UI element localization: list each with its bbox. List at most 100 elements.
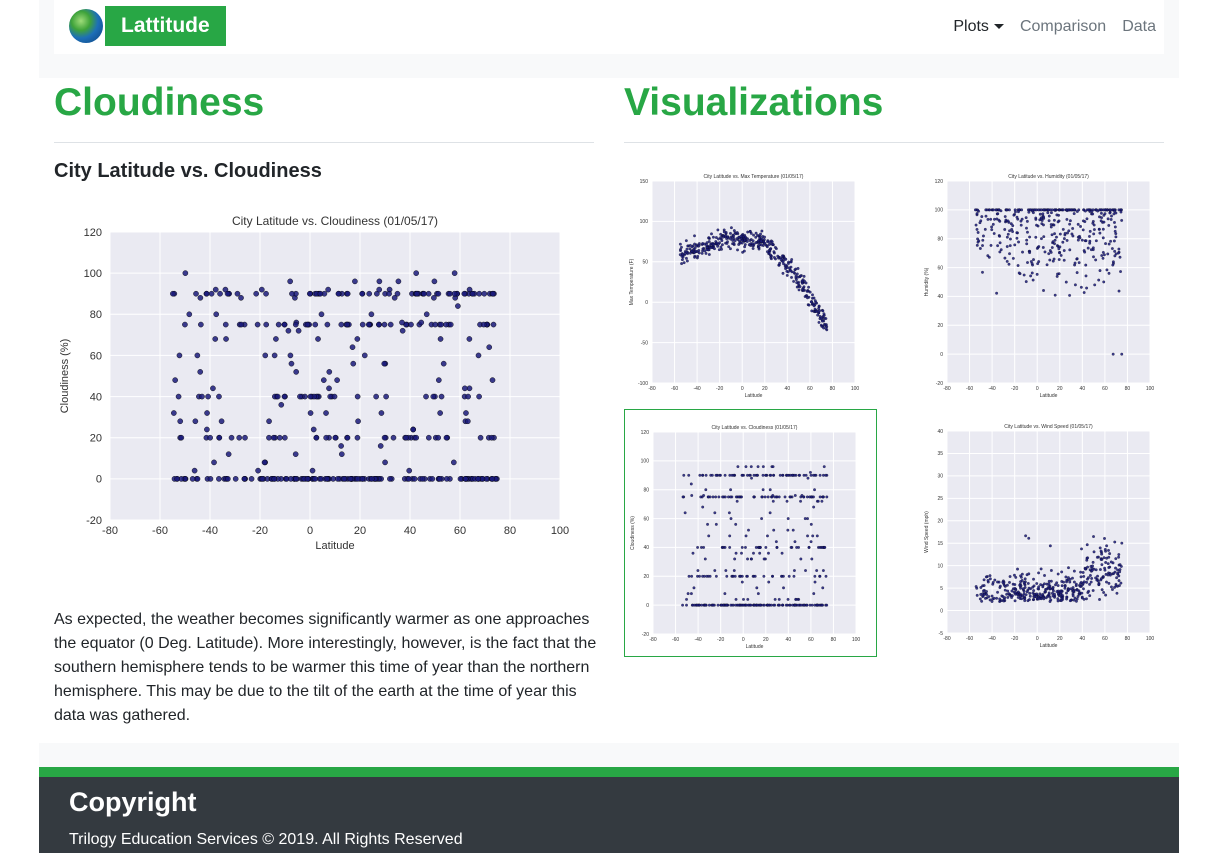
data-point: [238, 321, 245, 328]
data-point: [1104, 593, 1108, 597]
data-point: [820, 546, 824, 549]
y-tick-label: 100: [640, 219, 649, 225]
data-point: [170, 290, 176, 297]
data-point: [693, 234, 696, 238]
y-tick-label: 25: [937, 496, 943, 502]
data-point: [678, 242, 682, 246]
data-point: [1029, 274, 1033, 278]
data-point: [687, 574, 691, 578]
brand-label[interactable]: Lattitude: [105, 6, 226, 46]
y-tick-label: 120: [641, 430, 650, 436]
data-point: [682, 261, 686, 265]
x-tick-label: -20: [1011, 386, 1018, 392]
y-tick-label: -100: [638, 381, 648, 387]
data-point: [1029, 208, 1033, 212]
data-point: [1047, 208, 1050, 212]
data-point: [1017, 271, 1021, 275]
data-point: [354, 476, 361, 482]
data-point: [736, 248, 739, 252]
data-point: [354, 434, 361, 441]
data-point: [438, 393, 445, 400]
data-point: [197, 295, 204, 301]
data-point: [354, 336, 361, 342]
data-point: [1073, 261, 1077, 265]
data-point: [1005, 592, 1009, 596]
thumbnail-temperature[interactable]: -80 -60 -40 -20 0 20 40 60 80 100 -100 -50 0 50 100 150…: [624, 159, 877, 407]
data-point: [292, 451, 299, 457]
data-point: [763, 495, 767, 499]
y-tick-label: 60: [90, 350, 102, 362]
data-point: [1098, 208, 1102, 212]
data-point: [1106, 252, 1110, 256]
data-point: [990, 594, 994, 598]
data-point: [1037, 597, 1041, 601]
data-point: [759, 603, 763, 607]
data-point: [390, 434, 397, 441]
data-point: [704, 252, 708, 255]
data-point: [171, 410, 177, 416]
data-point: [376, 278, 383, 285]
data-point: [1089, 565, 1093, 568]
data-point: [418, 319, 425, 326]
data-point: [1031, 585, 1035, 589]
data-point: [1051, 259, 1055, 263]
data-point: [754, 241, 758, 244]
data-point: [686, 244, 690, 248]
data-point: [705, 243, 708, 247]
data-point: [1099, 211, 1103, 215]
data-point: [270, 434, 277, 441]
nav-comparison[interactable]: Comparison: [1019, 18, 1107, 35]
data-point: [727, 245, 731, 249]
data-point: [1011, 224, 1015, 228]
y-tick-label: 100: [84, 268, 102, 280]
data-point: [987, 255, 991, 259]
data-point: [1081, 228, 1085, 232]
data-point: [475, 476, 481, 482]
data-point: [811, 293, 814, 297]
data-point: [447, 321, 454, 328]
data-point: [1006, 232, 1010, 236]
data-point: [1048, 586, 1052, 590]
data-point: [259, 286, 265, 293]
data-point: [719, 236, 722, 239]
data-point: [769, 247, 772, 251]
y-tick-label: 40: [937, 429, 943, 435]
data-point: [798, 285, 802, 289]
x-tick-label: -80: [943, 636, 950, 642]
thumbnail-cloudiness[interactable]: -80 -60 -40 -20 0 20 40 60 80 100 -20 0 20 40 60 80 100 1…: [624, 409, 877, 657]
data-point: [819, 316, 823, 320]
data-point: [1075, 599, 1078, 603]
visualizations-heading: Visualizations: [624, 81, 884, 124]
data-point: [710, 232, 713, 236]
data-point: [1049, 579, 1053, 583]
data-point: [366, 290, 373, 297]
data-point: [1101, 236, 1105, 240]
nav-data[interactable]: Data: [1122, 18, 1156, 35]
data-point: [1114, 584, 1118, 588]
data-point: [697, 243, 701, 247]
data-point: [1101, 227, 1105, 231]
data-point: [793, 540, 797, 544]
thumbnail-wind-speed[interactable]: -80 -60 -40 -20 0 20 40 60 80 100 -5 0 5 10 15 20 25 30 35…: [919, 409, 1172, 657]
data-point: [817, 321, 821, 324]
data-point: [989, 244, 993, 247]
y-tick-label: 120: [84, 227, 102, 239]
data-point: [820, 603, 824, 607]
data-point: [769, 473, 773, 477]
data-point: [1106, 217, 1110, 221]
data-point: [707, 236, 711, 240]
nav-plots-dropdown[interactable]: Plots: [945, 18, 1012, 36]
data-point: [744, 546, 747, 549]
data-point: [808, 290, 812, 294]
data-point: [1076, 595, 1080, 598]
brand[interactable]: Lattitude: [69, 6, 226, 46]
data-point: [822, 465, 826, 469]
thumbnail-humidity[interactable]: -80 -60 -40 -20 0 20 40 60 80 100 -20 0 20 40 60 80 100 1…: [919, 159, 1172, 407]
data-point: [228, 434, 235, 441]
data-point: [435, 434, 442, 441]
data-point: [1037, 245, 1041, 248]
data-point: [775, 546, 779, 549]
data-point: [253, 290, 259, 297]
data-point: [1043, 590, 1047, 594]
data-point: [1068, 293, 1071, 297]
